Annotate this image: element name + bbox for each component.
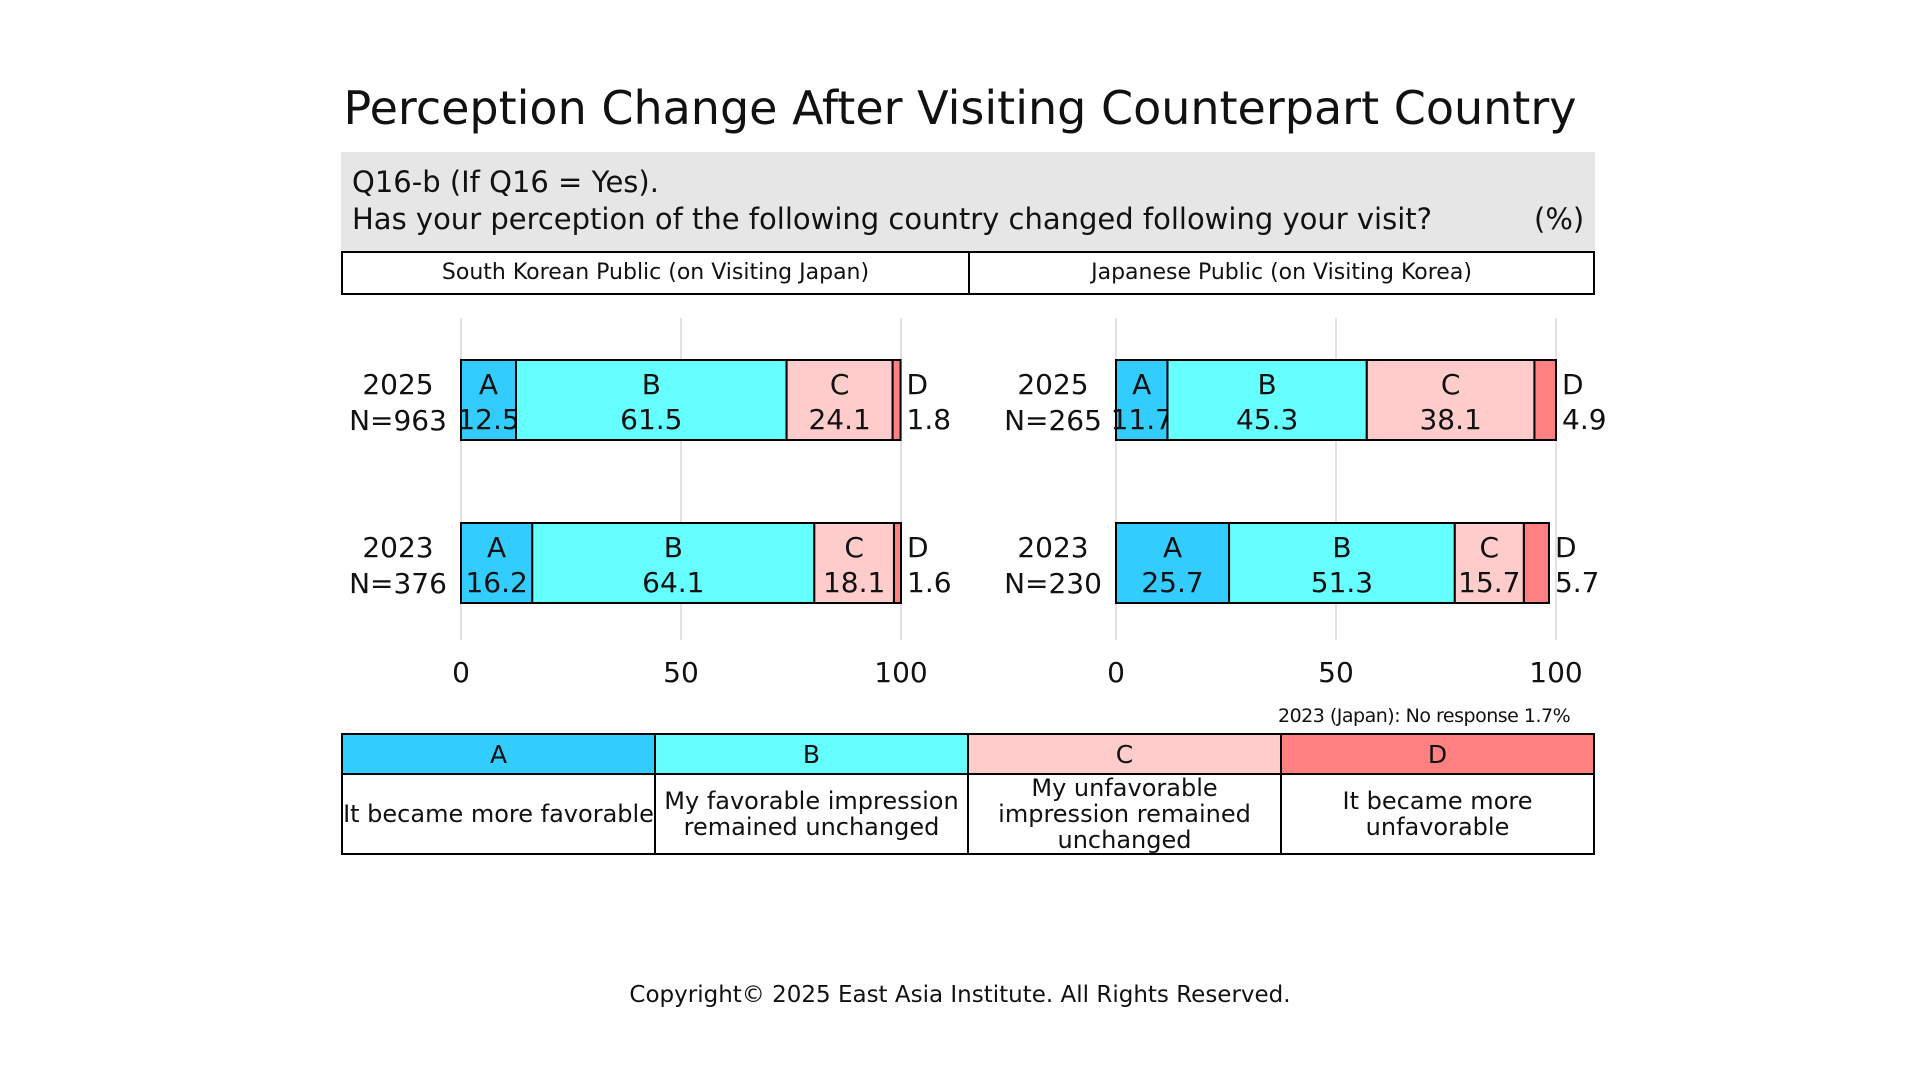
bar-segment-a [1115, 359, 1169, 441]
x-tick-label: 0 [1107, 656, 1125, 689]
data-label: 45.3 [1236, 403, 1298, 436]
segment-key-label: C [1480, 531, 1500, 564]
data-label: 64.1 [642, 566, 704, 599]
stacked-bar-charts: 0 50 1002025N=963A12.5B61.5C24.1D1.82023N=… [349, 318, 1607, 689]
legend-key-b: B [654, 733, 969, 775]
x-tick-label: 100 [874, 656, 927, 689]
segment-key-label: A [1132, 368, 1151, 401]
row-label-year: 2025 [362, 368, 433, 401]
row-label-n: N=265 [1004, 404, 1102, 437]
panel-header-japan: Japanese Public (on Visiting Korea) [968, 251, 1595, 295]
legend-desc-d: It became more unfavorable [1280, 773, 1595, 855]
bar-segment-c [813, 522, 895, 604]
data-label: 1.6 [907, 566, 952, 599]
data-label: 18.1 [823, 566, 885, 599]
data-label: 24.1 [808, 403, 870, 436]
segment-key-label: D [907, 531, 929, 564]
data-label: 25.7 [1141, 566, 1203, 599]
x-tick-label: 50 [663, 656, 699, 689]
bar-segment-a [1115, 522, 1231, 604]
bar-segment-d [1533, 359, 1557, 441]
legend-desc-a: It became more favorable [341, 773, 656, 855]
row-label-year: 2023 [362, 531, 433, 564]
legend-table: A B C D It became more favorable My favo… [341, 733, 1595, 855]
data-label: 4.9 [1562, 403, 1607, 436]
row-label-n: N=963 [349, 404, 447, 437]
bar-segment-c [1453, 522, 1525, 604]
segment-key-label: C [1441, 368, 1461, 401]
row-label-year: 2023 [1017, 531, 1088, 564]
data-label: 16.2 [465, 566, 527, 599]
data-label: 15.7 [1458, 566, 1520, 599]
data-label: 12.5 [457, 403, 519, 436]
question-id: Q16-b (If Q16 = Yes). [352, 165, 659, 199]
bar-segment-b [515, 359, 788, 441]
legend-desc-b: My favorable impression remained unchang… [654, 773, 969, 855]
legend-key-c: C [967, 733, 1282, 775]
x-tick-label: 100 [1529, 656, 1582, 689]
segment-key-label: C [830, 368, 850, 401]
segment-key-label: D [1562, 368, 1584, 401]
segment-key-label: C [844, 531, 864, 564]
bar-segment-a [460, 522, 534, 604]
data-label: 11.7 [1111, 403, 1173, 436]
data-label: 61.5 [620, 403, 682, 436]
chart-title: Perception Change After Visiting Counter… [343, 81, 1577, 135]
segment-key-label: B [664, 531, 683, 564]
row-label-n: N=376 [349, 567, 447, 600]
segment-key-label: A [487, 531, 506, 564]
legend-key-d: D [1280, 733, 1595, 775]
legend-desc-c: My unfavorable impression remained uncha… [967, 773, 1282, 855]
data-label: 1.8 [907, 403, 952, 436]
bar-segment-c [1365, 359, 1536, 441]
unit-label: (%) [1534, 202, 1585, 236]
bar-segment-d [892, 522, 903, 604]
bar-segment-d [891, 359, 902, 441]
data-label: 38.1 [1419, 403, 1481, 436]
segment-key-label: B [1332, 531, 1351, 564]
panel-header-korea: South Korean Public (on Visiting Japan) [341, 251, 970, 295]
x-tick-label: 50 [1318, 656, 1354, 689]
row-label-year: 2025 [1017, 368, 1088, 401]
segment-key-label: D [1555, 531, 1577, 564]
question-box [341, 152, 1595, 251]
footnote: 2023 (Japan): No response 1.7% [1278, 705, 1571, 727]
segment-key-label: B [642, 368, 661, 401]
bar-segment-b [1166, 359, 1368, 441]
segment-key-label: A [479, 368, 498, 401]
segment-key-label: D [907, 368, 929, 401]
x-tick-label: 0 [452, 656, 470, 689]
question-text: Has your perception of the following cou… [352, 202, 1433, 236]
segment-key-label: A [1163, 531, 1182, 564]
data-label: 51.3 [1311, 566, 1373, 599]
copyright: Copyright© 2025 East Asia Institute. All… [629, 982, 1291, 1008]
data-label: 5.7 [1555, 566, 1600, 599]
row-label-n: N=230 [1004, 567, 1102, 600]
bar-segment-d [1522, 522, 1550, 604]
bar-segment-b [1228, 522, 1456, 604]
segment-key-label: B [1258, 368, 1277, 401]
legend-key-a: A [341, 733, 656, 775]
